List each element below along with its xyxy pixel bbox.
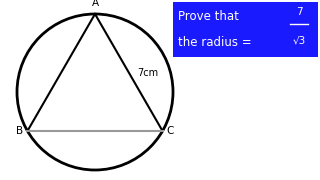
Text: Prove that: Prove that bbox=[178, 10, 239, 22]
Text: A: A bbox=[92, 0, 99, 8]
Text: the radius =: the radius = bbox=[178, 35, 255, 48]
Text: 7: 7 bbox=[296, 7, 302, 17]
Text: C: C bbox=[166, 126, 174, 136]
Text: 7cm: 7cm bbox=[137, 68, 158, 78]
FancyBboxPatch shape bbox=[173, 2, 318, 57]
Text: B: B bbox=[16, 126, 23, 136]
Text: √3: √3 bbox=[292, 36, 306, 46]
